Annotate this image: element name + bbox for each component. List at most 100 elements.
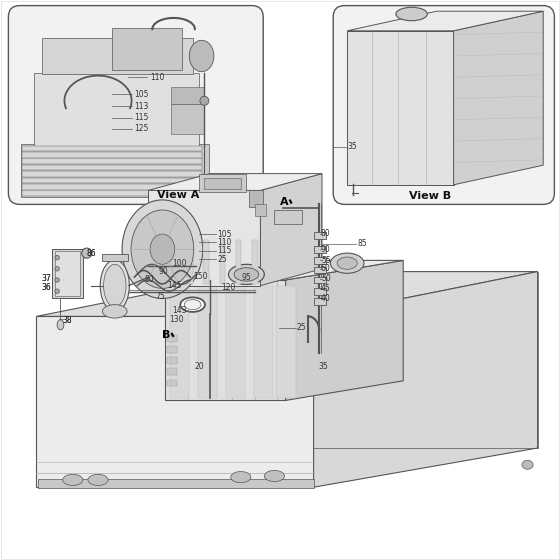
Text: 150: 150 [193,272,208,281]
Text: 38: 38 [63,316,72,325]
Bar [199,174,246,192]
Ellipse shape [55,278,59,282]
Text: 125: 125 [134,124,149,133]
Text: 90: 90 [321,245,330,254]
Text: 36: 36 [41,283,51,292]
Text: 90: 90 [158,267,168,276]
Text: 25: 25 [297,323,306,332]
Text: 110: 110 [217,238,232,247]
Text: 115: 115 [134,113,149,122]
Bar [347,31,454,185]
Text: 36: 36 [41,283,51,292]
Ellipse shape [264,470,284,482]
Text: 130: 130 [170,315,184,324]
Bar [22,190,202,196]
Text: 35: 35 [347,142,357,151]
Polygon shape [260,174,322,286]
Ellipse shape [55,255,59,260]
Polygon shape [314,272,538,487]
Bar [22,178,202,183]
Text: A: A [281,197,289,207]
Bar [42,38,193,74]
Bar [112,28,182,70]
Bar [167,380,177,386]
Bar [252,240,258,284]
FancyBboxPatch shape [8,6,263,204]
Bar [22,171,202,177]
Polygon shape [286,260,403,400]
Text: 115: 115 [217,246,232,255]
Bar [102,254,128,261]
Ellipse shape [330,253,364,273]
Text: 143: 143 [172,306,187,315]
Bar [167,335,177,342]
Bar [314,277,326,283]
Bar [314,298,326,305]
Text: 86: 86 [87,249,96,258]
Bar [171,87,204,104]
Text: 50: 50 [321,274,330,283]
Ellipse shape [55,289,59,293]
Text: 105: 105 [217,230,232,239]
Bar [255,204,266,216]
Ellipse shape [57,320,64,330]
Ellipse shape [522,460,533,469]
Text: 120: 120 [221,283,236,292]
Ellipse shape [231,472,251,483]
Polygon shape [454,11,543,185]
Text: 35: 35 [318,362,328,371]
Bar [171,104,204,134]
Bar [314,232,326,239]
Bar [167,357,177,364]
Bar [55,251,80,296]
Bar [22,165,202,170]
FancyBboxPatch shape [333,6,554,204]
Bar [52,249,83,298]
Ellipse shape [104,264,126,307]
Text: 95: 95 [242,273,251,282]
Ellipse shape [102,305,127,318]
Bar [249,190,263,207]
Bar [22,158,202,164]
Bar [22,152,202,157]
Bar [148,190,260,286]
Text: 40: 40 [321,294,330,303]
Bar [198,286,217,398]
Text: 20: 20 [195,362,204,371]
Bar [171,240,176,284]
Text: 80: 80 [144,276,154,284]
Bar [170,286,189,398]
Bar [167,346,177,353]
Bar [22,184,202,190]
Ellipse shape [337,257,357,269]
Bar [187,240,193,284]
Ellipse shape [100,260,129,311]
Bar [204,178,241,189]
Ellipse shape [150,234,175,264]
Polygon shape [36,272,538,316]
Polygon shape [148,174,322,190]
Bar [167,368,177,375]
Bar [274,210,302,224]
Bar [314,288,326,295]
Ellipse shape [180,297,205,312]
Ellipse shape [234,268,259,281]
Text: 55: 55 [321,256,330,265]
Text: 37: 37 [41,274,51,283]
Bar [226,286,245,398]
Text: View B: View B [409,191,451,201]
Ellipse shape [228,264,264,284]
Text: 75: 75 [156,292,165,301]
Bar [38,479,314,488]
Ellipse shape [63,474,83,486]
Bar [34,73,199,146]
Text: 86: 86 [87,249,96,258]
Text: 60: 60 [321,264,330,273]
Ellipse shape [184,300,201,310]
Polygon shape [36,316,314,487]
Ellipse shape [122,200,203,298]
Ellipse shape [200,96,209,105]
Bar [276,286,296,398]
Ellipse shape [82,248,92,258]
Bar [22,146,202,151]
